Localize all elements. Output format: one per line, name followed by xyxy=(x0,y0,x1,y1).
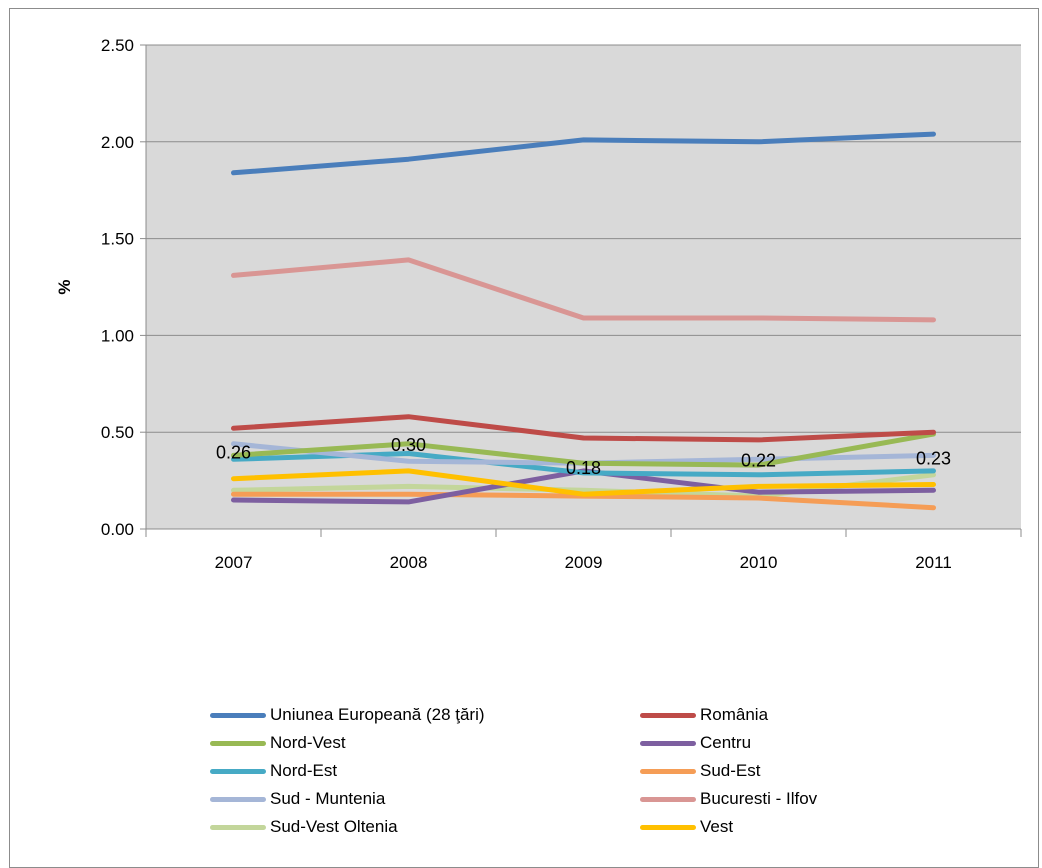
data-label: 0.30 xyxy=(391,435,426,455)
legend-swatch xyxy=(640,768,696,774)
legend-swatch xyxy=(640,796,696,802)
legend-item: Vest xyxy=(640,814,733,840)
y-tick-label: 0.00 xyxy=(101,520,134,539)
y-tick-label: 2.50 xyxy=(101,36,134,55)
series-line-7 xyxy=(231,257,936,323)
y-axis-label: % xyxy=(55,279,74,294)
legend-item: Sud-Vest Oltenia xyxy=(210,814,398,840)
legend-item: Centru xyxy=(640,730,751,756)
x-tick-label: 2011 xyxy=(915,553,952,572)
legend-label: România xyxy=(700,705,769,724)
legend-label: Vest xyxy=(700,817,734,836)
legend-label: Nord-Est xyxy=(270,761,338,780)
legend-label: Sud-Vest Oltenia xyxy=(270,817,398,836)
legend-swatch xyxy=(210,768,266,774)
x-axis-ticks: 2007 2008 2009 2010 2011 xyxy=(145,529,1022,572)
legend-label: Sud - Muntenia xyxy=(270,789,386,808)
data-labels: 0.26 0.30 0.18 0.22 0.23 xyxy=(216,435,951,478)
legend-item: Nord-Vest xyxy=(210,730,346,756)
series-line-2 xyxy=(231,431,936,468)
y-tick-label: 1.50 xyxy=(101,230,134,249)
x-tick-label: 2009 xyxy=(565,553,603,572)
legend-swatch xyxy=(640,740,696,746)
legend-swatch xyxy=(640,824,696,830)
data-label: 0.26 xyxy=(216,443,251,463)
y-tick-label: 2.00 xyxy=(101,133,134,152)
legend-item: Nord-Est xyxy=(210,758,337,784)
y-tick-label: 0.50 xyxy=(101,423,134,442)
series-lines xyxy=(231,131,936,511)
y-tick-label: 1.00 xyxy=(101,326,134,345)
legend-item: Bucuresti - Ilfov xyxy=(640,786,817,812)
y-axis-ticks: 0.00 0.50 1.00 1.50 2.00 2.50 xyxy=(101,36,146,539)
data-label: 0.18 xyxy=(566,458,601,478)
legend-label: Sud-Est xyxy=(700,761,761,780)
x-tick-label: 2010 xyxy=(740,553,778,572)
legend-swatch xyxy=(640,712,696,718)
legend-label: Nord-Vest xyxy=(270,733,346,752)
data-label: 0.23 xyxy=(916,448,951,468)
series-line-0 xyxy=(231,131,936,176)
legend-label: Bucuresti - Ilfov xyxy=(700,789,818,808)
legend-swatch xyxy=(210,712,266,718)
legend-item: Sud-Est xyxy=(640,758,760,784)
series-line-9 xyxy=(231,468,936,497)
x-tick-label: 2007 xyxy=(215,553,253,572)
series-line-8 xyxy=(231,472,936,499)
axes xyxy=(145,45,1021,530)
series-line-1 xyxy=(231,414,936,443)
legend-item: România xyxy=(640,702,768,728)
legend-item: Uniunea Europeană (28 ţări) xyxy=(210,702,485,728)
legend-label: Centru xyxy=(700,733,752,752)
legend-swatch xyxy=(210,824,266,830)
legend-swatch xyxy=(210,796,266,802)
legend-label: Uniunea Europeană (28 ţări) xyxy=(270,705,485,724)
legend-item: Sud - Muntenia xyxy=(210,786,385,812)
data-label: 0.22 xyxy=(741,450,776,470)
x-tick-label: 2008 xyxy=(390,553,428,572)
legend-swatch xyxy=(210,740,266,746)
